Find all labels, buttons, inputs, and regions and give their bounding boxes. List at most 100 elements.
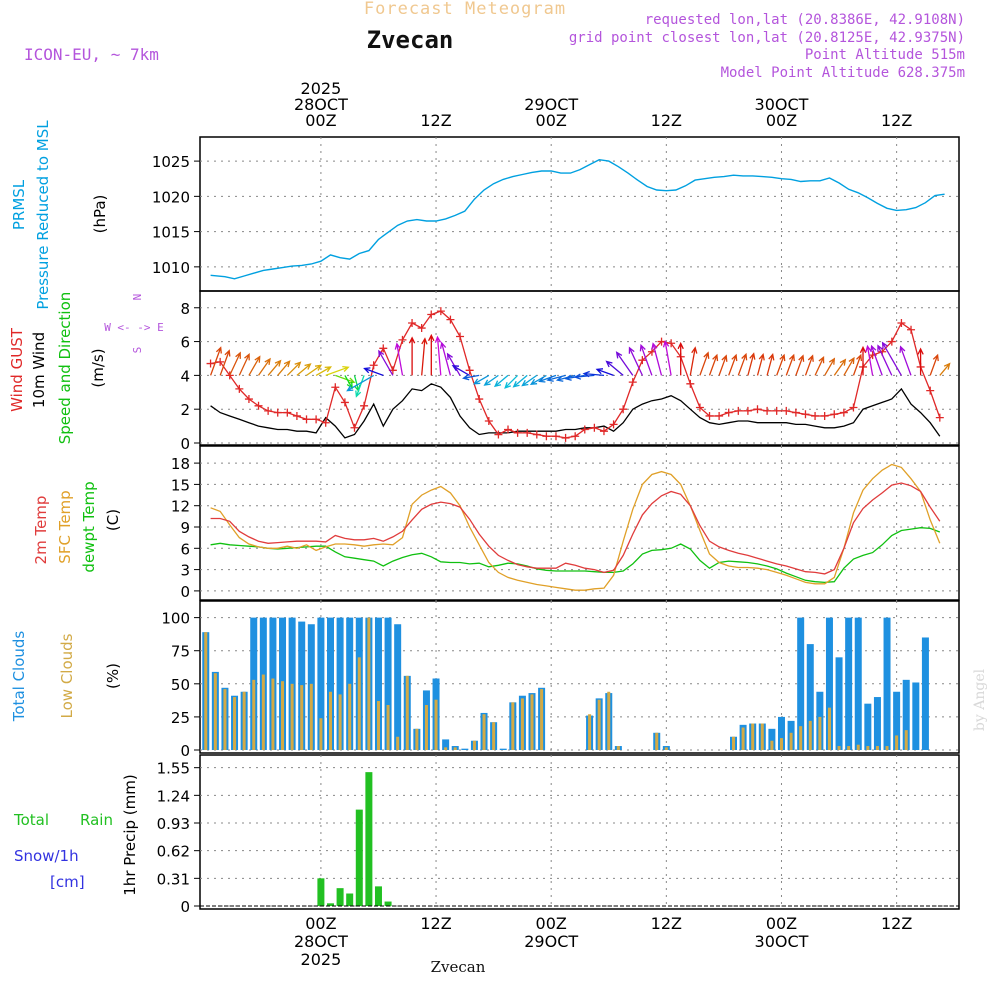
low-cloud-bar: [300, 685, 304, 750]
rain-bar: [374, 886, 382, 906]
wind-arrow: [493, 374, 509, 388]
gust-marker: [321, 418, 330, 427]
rain-bar: [336, 888, 344, 906]
wind-arrow: [546, 374, 566, 382]
wind-arrow: [408, 336, 416, 376]
total-cloud-bar: [864, 703, 872, 750]
gust-marker: [292, 411, 301, 420]
wind-arrow: [219, 349, 231, 376]
total-cloud-bar: [921, 637, 929, 750]
wind-arrow: [238, 353, 250, 376]
gust-marker: [791, 408, 800, 417]
super-title: Forecast Meteogram: [364, 0, 566, 19]
time-label-bottom: 28OCT: [294, 932, 348, 951]
wind-arrow: [804, 354, 814, 376]
total-cloud-bar: [797, 617, 805, 750]
gust-marker: [264, 406, 273, 415]
low-cloud-bar: [319, 718, 323, 750]
wind10m-line: [210, 383, 941, 439]
y-tick-label: 9: [180, 519, 190, 537]
total-cloud-bar: [902, 679, 910, 750]
low-cloud-bar: [751, 723, 755, 750]
panel-precip: Total Rain Snow/1h [cm] 1hr Precip (mm): [13, 754, 960, 910]
y-tick-label: 1025: [152, 153, 190, 171]
low-cloud-bar: [866, 746, 870, 750]
wind-arrow: [870, 344, 883, 376]
y-tick-label: 1.24: [157, 787, 190, 805]
low-cloud-bar: [588, 714, 592, 750]
gust-marker: [398, 335, 407, 344]
dewpt-line: [210, 527, 941, 584]
wind-arrow: [737, 352, 748, 376]
y-tick-label: 0.31: [157, 870, 190, 888]
rain-bar: [384, 901, 392, 906]
sfc-temp-line: [210, 463, 941, 591]
label-total: Total: [13, 811, 49, 829]
gust-marker: [638, 356, 647, 365]
y-tick-label: 1010: [152, 259, 190, 277]
low-cloud-bar: [540, 689, 544, 750]
model-label: ICON-EU, ~ 7km: [24, 45, 159, 64]
gust-marker: [609, 420, 618, 429]
label-cm: [cm]: [50, 873, 85, 891]
time-label-top: 28OCT: [294, 95, 348, 114]
wind-arrow: [677, 341, 684, 376]
total-cloud-bar: [768, 728, 776, 750]
gust-marker: [542, 432, 551, 441]
y-tick-label: 0: [180, 583, 190, 601]
low-cloud-bar: [405, 675, 409, 750]
wind-arrow: [504, 374, 519, 389]
time-label-bottom: 12Z: [651, 914, 682, 933]
y-tick-label: 50: [171, 676, 190, 694]
wind-arrow: [315, 366, 333, 376]
gust-marker: [571, 432, 580, 441]
gust-marker: [580, 425, 589, 434]
wind-arrow: [699, 351, 710, 376]
gust-marker: [446, 315, 455, 324]
label-total-clouds: Total Clouds: [10, 631, 28, 723]
rain-bar: [326, 903, 334, 906]
low-cloud-bar: [271, 678, 275, 750]
total-cloud-bar: [374, 617, 382, 750]
gust-marker: [628, 378, 637, 387]
gust-marker: [839, 408, 848, 417]
time-label-top: 00Z: [305, 111, 336, 130]
low-cloud-bar: [616, 746, 620, 750]
gust-marker: [695, 403, 704, 412]
gust-marker: [782, 406, 791, 415]
y-tick-label: 1015: [152, 224, 190, 242]
wind-arrow: [229, 351, 241, 376]
label-speed-direction: Speed and Direction: [56, 292, 74, 445]
low-cloud-bar: [348, 683, 352, 750]
wind-arrow: [355, 375, 365, 398]
location-title: Zvecan: [367, 26, 454, 54]
model-altitude: Model Point Altitude 628.375m: [721, 65, 965, 81]
grid-point-coords: grid point closest lon,lat (20.8125E, 42…: [569, 30, 965, 46]
low-cloud-bar: [252, 679, 256, 750]
gust-marker: [724, 408, 733, 417]
wind-arrow: [483, 374, 499, 386]
gust-marker: [887, 337, 896, 346]
wind-arrow: [434, 335, 442, 376]
time-label-bottom: 12Z: [420, 914, 451, 933]
y-tick-label: 25: [171, 709, 190, 727]
low-cloud-bar: [827, 707, 831, 750]
panel-frame: [199, 600, 960, 754]
label-prmsl: PRMSL: [10, 179, 28, 230]
low-cloud-bar: [511, 702, 515, 750]
wind-arrow: [939, 362, 951, 376]
gust-marker: [849, 403, 858, 412]
wind-arrow: [521, 374, 538, 387]
compass-we: W <- -> E: [104, 321, 164, 334]
gust-marker: [254, 401, 263, 410]
wind-arrow: [833, 358, 847, 376]
low-cloud-bar: [367, 617, 371, 750]
gust-marker: [427, 310, 436, 319]
low-cloud-bar: [290, 683, 294, 750]
gust-marker: [360, 401, 369, 410]
gust-marker: [312, 415, 321, 424]
gust-marker: [599, 427, 608, 436]
low-cloud-bar: [530, 694, 534, 750]
gust-marker: [743, 406, 752, 415]
y-tick-label: 0: [180, 435, 190, 453]
